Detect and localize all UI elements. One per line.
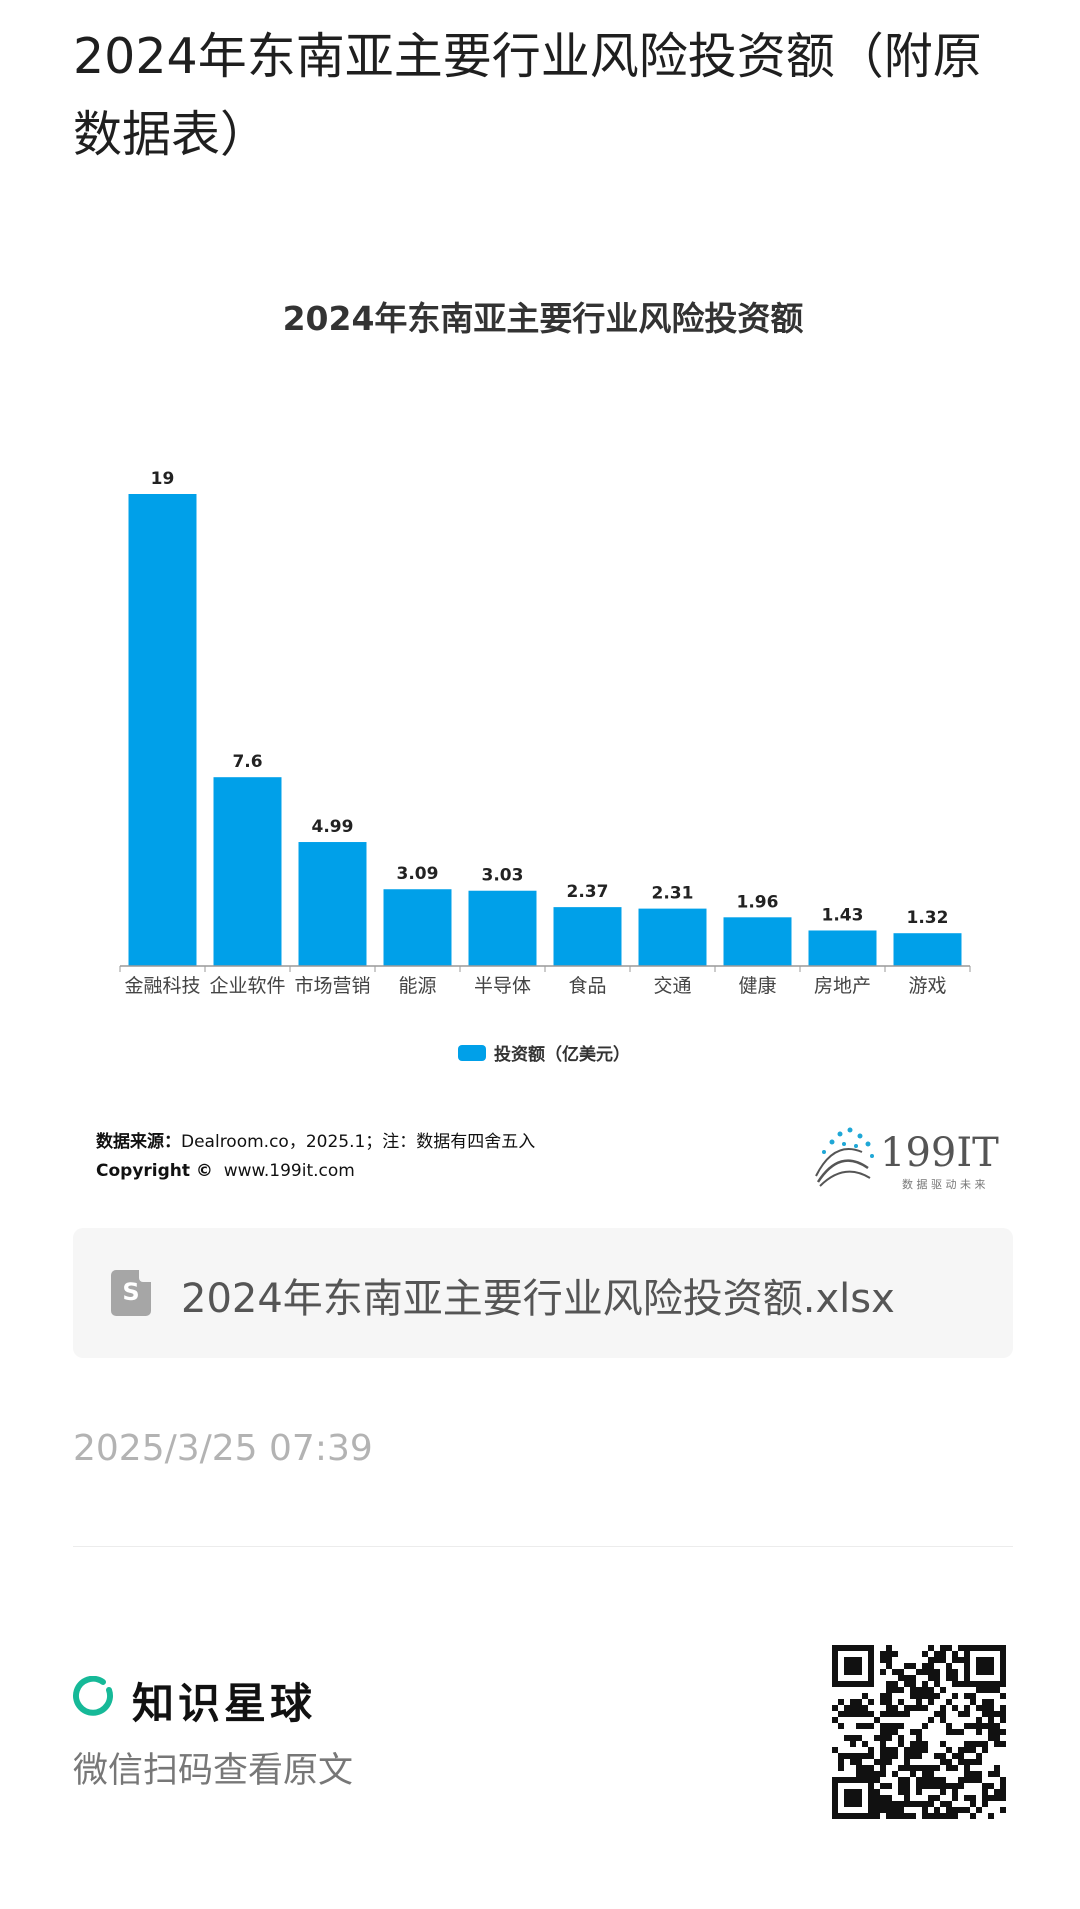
data-label-5: 2.37 bbox=[567, 882, 609, 902]
qr-code-icon[interactable] bbox=[832, 1645, 1006, 1819]
data-label-6: 2.31 bbox=[652, 884, 694, 904]
file-icon-letter: S bbox=[122, 1278, 140, 1306]
bar-7 bbox=[723, 917, 792, 966]
data-label-9: 1.32 bbox=[907, 908, 949, 928]
bars-layer: 19 7.6 4.99 3.09 3.03 2.37 2.31 1.96 1.43 1.32 bbox=[128, 469, 962, 966]
scan-to-view-text: 微信扫码查看原文 bbox=[73, 1751, 354, 1791]
copyright-text: www.199it.com bbox=[223, 1161, 355, 1181]
publish-timestamp: 2025/3/25 07:39 bbox=[73, 1428, 373, 1469]
legend-swatch bbox=[458, 1045, 486, 1061]
bar-0 bbox=[128, 494, 197, 966]
attachment-card[interactable]: S 2024年东南亚主要行业风险投资额.xlsx bbox=[73, 1228, 1013, 1358]
bar-8 bbox=[808, 930, 877, 966]
x-tick-label-6: 交通 bbox=[653, 975, 691, 997]
x-tick-label-0: 金融科技 bbox=[124, 975, 200, 997]
legend-label: 投资额（亿美元） bbox=[494, 1044, 630, 1065]
data-label-2: 4.99 bbox=[312, 817, 354, 837]
data-label-8: 1.43 bbox=[822, 905, 864, 925]
source-note: 数据来源：Dealroom.co，2025.1；注：数据有四舍五入 Copyri… bbox=[96, 1128, 535, 1186]
x-ticks-layer: 金融科技 企业软件 市场营销 能源 半导体 食品 交通 健康 房地产 游戏 bbox=[119, 966, 971, 997]
zsxq-ring-icon bbox=[73, 1676, 113, 1716]
data-label-7: 1.96 bbox=[737, 892, 779, 912]
page-title: 2024年东南亚主要行业风险投资额（附原数据表） bbox=[73, 28, 982, 163]
199it-logo: 199IT 数 据 驱 动 未 来 bbox=[815, 1127, 999, 1191]
bar-chart: 2024年东南亚主要行业风险投资额 19 7.6 4.99 3.09 3.03 2.37 2… bbox=[119, 299, 971, 1065]
x-tick-label-1: 企业软件 bbox=[209, 975, 285, 997]
copyright-label: Copyright © bbox=[96, 1161, 213, 1181]
bar-5 bbox=[553, 907, 622, 966]
x-tick-label-5: 食品 bbox=[568, 975, 606, 997]
source-text: Dealroom.co，2025.1；注：数据有四舍五入 bbox=[181, 1132, 536, 1152]
chart-title: 2024年东南亚主要行业风险投资额 bbox=[283, 299, 804, 338]
x-tick-label-7: 健康 bbox=[738, 975, 776, 997]
x-tick-label-9: 游戏 bbox=[908, 975, 946, 997]
logo-slogan: 数 据 驱 动 未 来 bbox=[902, 1177, 985, 1191]
x-tick-label-8: 房地产 bbox=[814, 975, 871, 997]
bar-4 bbox=[468, 890, 537, 966]
x-tick-label-4: 半导体 bbox=[474, 975, 531, 997]
divider bbox=[73, 1546, 1013, 1547]
bar-1 bbox=[213, 777, 282, 966]
bar-2 bbox=[298, 842, 367, 966]
attachment-filename[interactable]: 2024年东南亚主要行业风险投资额.xlsx bbox=[181, 1276, 895, 1322]
logo-name: 199IT bbox=[880, 1130, 999, 1176]
bar-6 bbox=[638, 908, 707, 966]
data-label-4: 3.03 bbox=[482, 866, 524, 886]
data-label-3: 3.09 bbox=[397, 864, 439, 884]
x-tick-label-2: 市场营销 bbox=[294, 975, 370, 997]
chart-legend: 投资额（亿美元） bbox=[458, 1044, 630, 1065]
data-label-0: 19 bbox=[151, 469, 175, 489]
bar-9 bbox=[893, 933, 962, 966]
zsxq-brand-name: 知识星球 bbox=[132, 1679, 317, 1728]
dandelion-logo-icon bbox=[815, 1127, 874, 1187]
bar-3 bbox=[383, 889, 452, 966]
x-tick-label-3: 能源 bbox=[398, 975, 436, 997]
source-label: 数据来源： bbox=[96, 1132, 181, 1152]
data-label-1: 7.6 bbox=[232, 752, 262, 772]
spreadsheet-file-icon: S bbox=[111, 1270, 151, 1316]
